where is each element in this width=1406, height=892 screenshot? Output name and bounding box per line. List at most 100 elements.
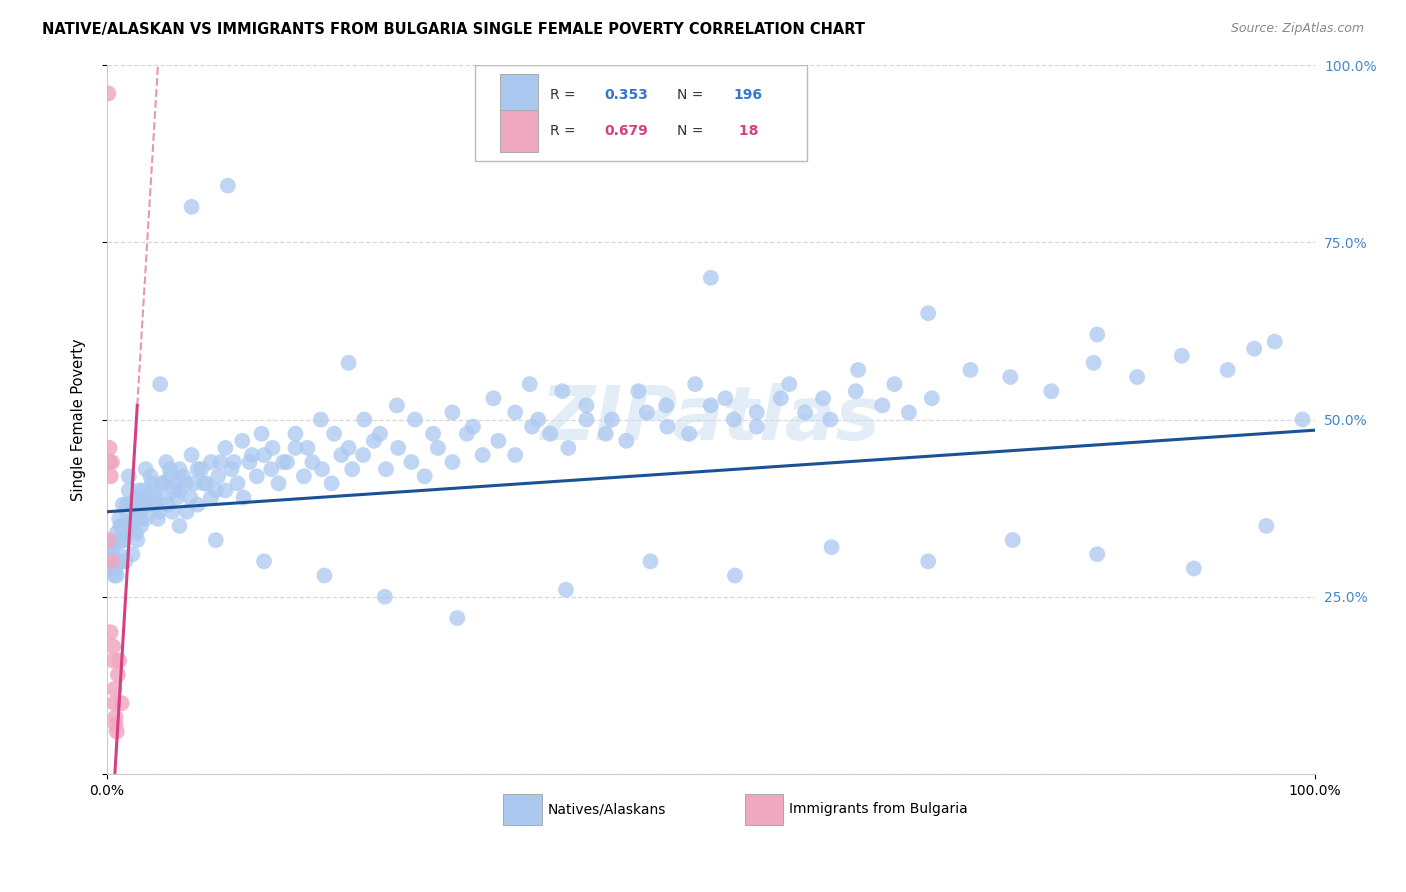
Point: [921, 392, 943, 406]
Point: [714, 392, 737, 406]
Point: [595, 426, 617, 441]
Point: [152, 476, 174, 491]
FancyBboxPatch shape: [503, 794, 541, 825]
Point: [100, 469, 122, 483]
Point: [413, 469, 436, 483]
Point: [148, 505, 170, 519]
Point: [231, 434, 253, 448]
Point: [387, 441, 409, 455]
Point: [180, 448, 202, 462]
Point: [240, 448, 263, 462]
Point: [368, 426, 391, 441]
Point: [121, 547, 143, 561]
Point: [311, 462, 333, 476]
Point: [101, 455, 124, 469]
Point: [138, 498, 160, 512]
Point: [214, 483, 236, 498]
Point: [163, 483, 186, 498]
Point: [100, 561, 122, 575]
Point: [172, 469, 194, 483]
Point: [155, 455, 177, 469]
Point: [1040, 384, 1063, 399]
Point: [575, 412, 598, 426]
Point: [100, 625, 122, 640]
Point: [204, 533, 226, 547]
Point: [107, 554, 129, 568]
Point: [107, 667, 129, 681]
Point: [401, 455, 423, 469]
Point: [1216, 363, 1239, 377]
FancyBboxPatch shape: [745, 794, 783, 825]
Text: 0.679: 0.679: [605, 124, 648, 138]
Point: [132, 491, 155, 505]
Point: [163, 476, 186, 491]
Point: [108, 654, 131, 668]
Point: [446, 611, 468, 625]
Text: ZIPatlas: ZIPatlas: [541, 383, 880, 456]
Point: [145, 491, 167, 505]
Point: [794, 405, 817, 419]
Point: [187, 498, 209, 512]
Text: N =: N =: [678, 88, 707, 102]
Point: [135, 512, 157, 526]
Point: [103, 533, 125, 547]
Point: [1171, 349, 1194, 363]
Point: [103, 681, 125, 696]
Point: [112, 533, 135, 547]
Point: [520, 419, 543, 434]
Point: [238, 455, 260, 469]
Point: [1085, 327, 1108, 342]
Point: [426, 441, 449, 455]
Point: [337, 356, 360, 370]
Point: [141, 476, 163, 491]
Text: NATIVE/ALASKAN VS IMMIGRANTS FROM BULGARIA SINGLE FEMALE POVERTY CORRELATION CHA: NATIVE/ALASKAN VS IMMIGRANTS FROM BULGAR…: [42, 22, 865, 37]
Point: [959, 363, 981, 377]
Point: [297, 441, 319, 455]
Point: [503, 405, 526, 419]
Point: [117, 526, 139, 541]
Text: R =: R =: [550, 124, 581, 138]
Point: [1085, 547, 1108, 561]
Point: [153, 491, 176, 505]
Point: [214, 441, 236, 455]
Point: [276, 455, 298, 469]
Point: [1256, 519, 1278, 533]
Point: [195, 476, 218, 491]
Point: [105, 724, 128, 739]
Point: [127, 483, 149, 498]
Point: [139, 469, 162, 483]
Point: [519, 377, 541, 392]
Point: [337, 441, 360, 455]
Point: [724, 568, 747, 582]
Point: [284, 426, 307, 441]
Point: [385, 398, 408, 412]
Point: [872, 398, 894, 412]
Point: [1291, 412, 1313, 426]
Point: [221, 462, 243, 476]
Point: [700, 270, 723, 285]
Point: [97, 87, 120, 101]
Point: [101, 554, 124, 568]
Point: [115, 505, 138, 519]
Point: [110, 696, 132, 710]
Point: [557, 441, 579, 455]
Point: [127, 533, 149, 547]
Point: [98, 554, 121, 568]
Point: [200, 491, 222, 505]
Point: [207, 469, 229, 483]
Point: [260, 462, 283, 476]
Point: [723, 412, 745, 426]
Point: [456, 426, 478, 441]
Point: [135, 462, 157, 476]
Point: [363, 434, 385, 448]
Point: [110, 554, 132, 568]
Point: [105, 526, 128, 541]
Point: [846, 363, 869, 377]
Point: [897, 405, 920, 419]
Point: [1083, 356, 1105, 370]
Point: [1000, 370, 1022, 384]
Point: [112, 533, 135, 547]
Point: [811, 392, 834, 406]
Point: [183, 476, 205, 491]
FancyBboxPatch shape: [499, 74, 538, 116]
